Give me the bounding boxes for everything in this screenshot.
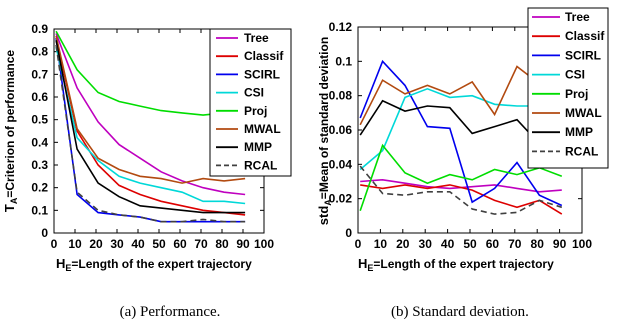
y-tick-label: 0.02 — [329, 192, 353, 206]
series-line-proj — [359, 143, 563, 211]
legend-label-rcal: RCAL — [244, 158, 277, 172]
y-tick-label: 0 — [41, 226, 48, 240]
legend-label-mmp: MMP — [565, 125, 593, 139]
x-tick-label: 100 — [254, 237, 274, 251]
x-tick-label: 70 — [508, 237, 522, 251]
series-line-mmp — [55, 40, 246, 214]
x-tick-label: 30 — [419, 237, 433, 251]
y-tick-label: 0.06 — [329, 123, 353, 137]
x-tick-label: 70 — [194, 237, 208, 251]
y-tick-label: 0.7 — [31, 67, 48, 81]
caption-standard-deviation: (b) Standard deviation. — [391, 304, 529, 320]
x-tick-label: 50 — [152, 237, 166, 251]
x-tick-label: 20 — [89, 237, 103, 251]
series-line-tree — [360, 178, 562, 193]
series-line-rcal — [55, 44, 246, 223]
series-line-tree — [55, 33, 246, 196]
series-line-scirl — [359, 59, 563, 207]
x-tick-label: 40 — [131, 237, 145, 251]
y-tick-label: 0.6 — [31, 90, 48, 104]
y-tick-label: 0.3 — [31, 158, 48, 172]
legend-label-proj: Proj — [565, 87, 588, 101]
x-axis-label: HE=Length of the expert trajectory — [358, 256, 554, 273]
y-tick-label: 0.04 — [329, 157, 353, 171]
series-line-scirl — [55, 37, 246, 223]
x-tick-label: 80 — [531, 237, 545, 251]
chart-standard-deviation: 0 0.02 0.04 0.06 0.08 0.1 0.12 0 10 20 30 40 50 60 70 8… — [316, 7, 609, 273]
legend-label-scirl: SCIRL — [565, 48, 601, 62]
x-tick-label: 10 — [68, 237, 82, 251]
legend-label-classif: Classif — [244, 49, 284, 63]
x-tick-label: 80 — [215, 237, 229, 251]
y-axis-label: stdA=Mean of standard deviation — [316, 37, 333, 225]
y-tick-label: 0 — [345, 226, 352, 240]
y-tick-label: 0.1 — [335, 54, 352, 68]
x-tick-label: 0 — [51, 237, 58, 251]
caption-performance: (a) Performance. — [120, 304, 221, 320]
x-tick-label: 100 — [572, 237, 592, 251]
legend-label-mwal: MWAL — [244, 122, 281, 136]
legend-label-csi: CSI — [565, 68, 585, 82]
x-axis-label: HE=Length of the expert trajectory — [56, 256, 252, 273]
legend-label-proj: Proj — [244, 104, 267, 118]
legend-label-rcal: RCAL — [565, 144, 598, 158]
x-tick-label: 60 — [173, 237, 187, 251]
y-axis-label: TA=Criterion of performance — [2, 50, 19, 212]
legend-box — [527, 7, 609, 169]
legend-box — [209, 28, 292, 177]
x-tick-label: 90 — [236, 237, 250, 251]
x-tick-label: 10 — [374, 237, 388, 251]
legend: Tree Classif SCIRL CSI Proj MWAL MMP RCAL — [527, 7, 609, 169]
legend-label-tree: Tree — [565, 10, 590, 24]
legend-label-csi: CSI — [244, 86, 264, 100]
legend-label-scirl: SCIRL — [244, 67, 280, 81]
x-tick-label: 60 — [486, 237, 500, 251]
x-tick-label: 40 — [441, 237, 455, 251]
x-tick-label: 20 — [396, 237, 410, 251]
x-tick-label: 30 — [110, 237, 124, 251]
legend-label-mwal: MWAL — [565, 106, 602, 120]
y-tick-label: 0.1 — [31, 203, 48, 217]
y-tick-label: 0.2 — [31, 181, 48, 195]
chart-performance: 0 0.1 0.2 0.3 0.4 0.5 0.6 0.7 0.8 0.9 0 10 20 30 40 50 6… — [2, 22, 292, 273]
series-line-mwal — [55, 35, 246, 184]
legend: Tree Classif SCIRL CSI Proj MWAL MMP RCAL — [209, 28, 292, 177]
x-tick-label: 50 — [463, 237, 477, 251]
legend-label-mmp: MMP — [244, 140, 272, 154]
x-tick-label: 0 — [355, 237, 362, 251]
legend-label-classif: Classif — [565, 29, 605, 43]
y-tick-label: 0.12 — [329, 20, 353, 34]
series-line-csi — [55, 46, 246, 205]
y-tick-label: 0.8 — [31, 45, 48, 59]
x-tick-label: 90 — [553, 237, 567, 251]
y-tick-label: 0.08 — [329, 89, 353, 103]
series-line-classif — [360, 184, 563, 215]
y-tick-label: 0.5 — [31, 113, 48, 127]
y-tick-label: 0.9 — [31, 22, 48, 36]
legend-label-tree: Tree — [244, 31, 269, 45]
y-tick-label: 0.4 — [31, 135, 48, 149]
